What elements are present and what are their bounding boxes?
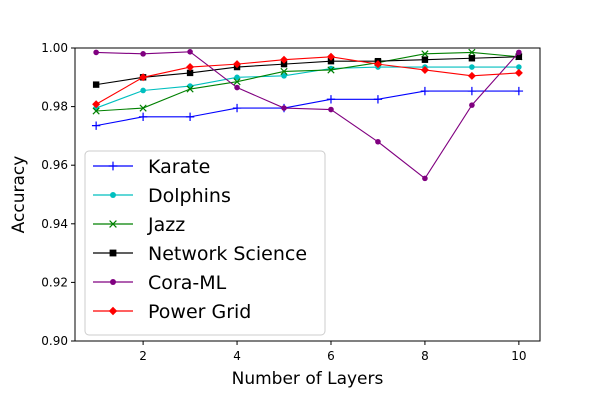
series-line-karate [96,90,519,127]
data-point [326,95,336,104]
legend-swatch-marker [109,249,117,257]
data-point [92,107,100,115]
data-point [516,64,522,70]
x-tick-label: 10 [511,349,526,363]
legend-item-karate: Karate [93,156,210,178]
legend-item-network-science: Network Science [93,243,307,265]
legend-item-cora-ml: Cora-ML [93,272,227,294]
data-point [373,95,383,104]
x-tick-label: 8 [421,349,429,363]
data-point [514,86,524,96]
data-point [328,106,334,113]
data-point [140,87,146,94]
data-point [185,112,195,122]
x-tick-label: 6 [327,349,335,363]
series-line-power-grid [95,56,519,105]
legend-item-power-grid: Power Grid [93,301,251,323]
legend-swatch-marker [109,220,117,228]
data-point [469,102,475,108]
data-point [327,66,335,74]
data-point [232,103,242,113]
data-point [186,69,194,77]
y-tick-label: 1.00 [41,41,68,55]
x-tick-label: 2 [139,349,147,363]
data-point [514,68,523,77]
data-point [139,104,147,112]
legend-swatch-marker [108,161,118,171]
data-point [281,105,287,111]
data-point [91,121,101,130]
data-point [139,73,148,82]
plot-frame [74,47,541,342]
data-point [187,83,193,89]
data-point [420,65,429,74]
legend-swatch-marker [110,279,116,285]
data-point [93,49,99,56]
data-point [280,55,289,64]
data-point [467,71,476,80]
x-tick-label: 4 [233,349,241,363]
legend-label: Jazz [147,214,185,236]
x-axis: 2 4 6 8 10 [139,341,527,363]
data-point [92,100,101,109]
data-point [281,73,287,79]
data-point [92,81,100,88]
legend: Karate Dolphins Jazz Network Science Cora-ML… [84,150,326,336]
data-point [233,60,242,69]
y-tick-label: 0.98 [41,100,68,114]
data-point [469,64,475,70]
data-point [467,86,477,96]
legend-box [84,150,326,336]
legend-label: Karate [148,156,210,178]
data-point [326,52,335,61]
x-axis-label: Number of Layers [232,369,384,389]
y-axis: 0.90 0.92 0.94 0.96 0.98 1.00 [41,41,75,348]
y-tick-label: 0.94 [41,217,68,231]
legend-label: Network Science [148,243,307,265]
data-point [280,60,288,68]
legend-label: Dolphins [148,185,231,207]
y-tick-label: 0.96 [41,158,68,172]
data-point [138,112,148,122]
series-layer [91,48,524,182]
legend-label: Power Grid [148,301,251,323]
data-point [234,74,240,81]
data-point [421,56,429,63]
legend-item-dolphins: Dolphins [93,185,231,207]
data-point [186,85,194,93]
data-point [234,84,240,91]
data-point [422,175,428,182]
data-point [468,48,476,57]
data-point [140,51,146,57]
data-point [468,55,476,62]
data-point [375,138,381,145]
series-line-cora-ml [96,51,520,180]
y-tick-label: 0.92 [41,275,68,289]
data-point [187,49,193,55]
legend-item-jazz: Jazz [93,214,185,236]
series-cora-ml [93,49,522,182]
series-line-dolphins [95,66,519,109]
y-tick-label: 0.90 [41,334,68,348]
legend-label: Cora-ML [148,272,227,294]
data-point [280,67,288,76]
data-point [186,63,195,72]
data-point [515,53,523,60]
legend-swatch-marker [110,192,116,198]
legend-swatch-marker [108,306,118,316]
data-point [421,50,429,58]
series-power-grid [92,52,523,109]
y-axis-label: Accuracy [9,156,29,234]
series-line-jazz [96,51,519,112]
data-point [233,78,241,86]
data-point [420,86,430,96]
data-point [516,49,522,56]
data-point [373,60,382,69]
series-line-network-science [96,56,519,86]
data-point [327,57,335,65]
